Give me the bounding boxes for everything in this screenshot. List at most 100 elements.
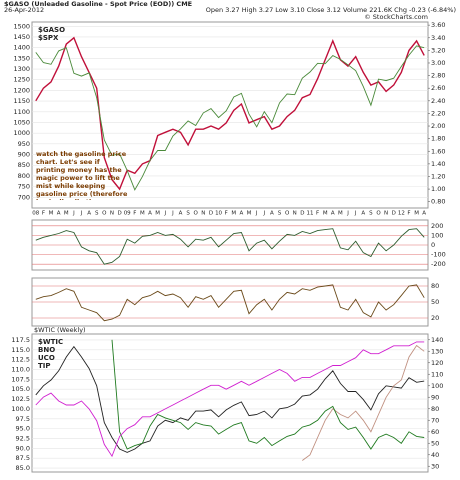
y2-tick-label: 2.00 — [431, 122, 445, 130]
y-tick-label: 85.0 — [16, 464, 30, 472]
y-tick-label: 105.0 — [11, 385, 30, 393]
y2-tick-label: 100 — [431, 382, 443, 390]
x-tick-label: M — [49, 211, 54, 217]
x-tick-label: M — [338, 211, 343, 217]
y-tick-label: 97.5 — [16, 415, 30, 423]
x-tick-label: J — [72, 211, 75, 217]
series-line — [35, 341, 425, 458]
y2-tick-label: 3.00 — [431, 59, 445, 67]
y-tick-label: 110.0 — [11, 365, 30, 373]
y-tick-label: 850 — [18, 161, 30, 169]
series-line — [111, 339, 425, 450]
x-tick-label: M — [155, 211, 160, 217]
legend-label: UCO — [38, 354, 55, 362]
x-tick-label: J — [255, 211, 258, 217]
y-tick-label: 102.5 — [11, 395, 30, 403]
x-tick-label: O — [285, 211, 290, 217]
legend-label: $WTIC — [38, 338, 63, 346]
y-tick-label: 950 — [18, 140, 30, 148]
y-tick-label: 117.5 — [11, 336, 30, 344]
y2-tick-label: 40 — [431, 451, 439, 459]
x-tick-label: D — [117, 211, 121, 217]
y-tick-label: 900 — [18, 151, 30, 159]
y-tick-label: 700 — [18, 193, 30, 201]
series-line — [35, 345, 425, 453]
y2-tick-label: 2.60 — [431, 84, 445, 92]
chart-title: $GASO (Unleaded Gasoline - Spot Price (E… — [4, 0, 192, 8]
y-tick-label: 1300 — [13, 65, 30, 73]
x-tick-label: M — [64, 211, 69, 217]
source: © StockCharts.com — [364, 13, 428, 21]
y2-tick-label: 3.40 — [431, 34, 445, 42]
x-tick-label: O — [376, 211, 381, 217]
x-tick-label: O — [102, 211, 107, 217]
x-tick-label: A — [361, 211, 365, 217]
legend-label: TIP — [38, 362, 51, 370]
y2-tick-label: 50 — [431, 439, 439, 447]
x-tick-label: N — [201, 211, 205, 217]
y-tick-label: 800 — [18, 172, 30, 180]
y-tick-label: 90.0 — [16, 444, 30, 452]
y2-tick-label: 3.20 — [431, 46, 445, 54]
y-tick-label: 1100 — [13, 108, 30, 116]
x-tick-label: A — [240, 211, 244, 217]
y-tick-label: 95.0 — [16, 425, 30, 433]
y-tick-label: 1450 — [13, 33, 30, 41]
x-tick-label: M — [247, 211, 252, 217]
x-tick-label: J — [163, 211, 166, 217]
x-tick-label: F — [316, 211, 319, 217]
x-tick-label: S — [95, 211, 99, 217]
x-tick-label: N — [110, 211, 114, 217]
x-tick-label: F — [225, 211, 228, 217]
x-tick-label: J — [171, 211, 174, 217]
y2-tick-label: 2.20 — [431, 109, 445, 117]
y-tick-label: 1250 — [13, 76, 30, 84]
x-tick-label: A — [331, 211, 335, 217]
series-line — [35, 45, 425, 191]
y-tick-label: 1400 — [13, 44, 30, 52]
x-tick-label: D — [300, 211, 304, 217]
x-tick-label: J — [354, 211, 357, 217]
x-tick-label: O — [194, 211, 199, 217]
x-tick-label: S — [278, 211, 282, 217]
y2-tick-label: 60 — [431, 428, 439, 436]
series-line — [35, 36, 425, 191]
date: 26-Apr-2012 — [4, 6, 44, 14]
y-tick-label: 80 — [431, 282, 439, 290]
y2-tick-label: 90 — [431, 393, 439, 401]
panel-frame — [31, 21, 429, 209]
y-tick-label: -200 — [431, 260, 446, 268]
annotation-box: watch the gasoline price chart. Let's se… — [36, 150, 127, 200]
x-tick-label: S — [369, 211, 373, 217]
x-tick-label: J — [262, 211, 265, 217]
legend-label: $SPX — [38, 34, 59, 42]
x-tick-label: N — [384, 211, 388, 217]
x-tick-label: F — [407, 211, 410, 217]
x-tick-label: A — [87, 211, 91, 217]
x-tick-label: 09 — [124, 211, 131, 217]
y-tick-label: 1000 — [13, 129, 30, 137]
y-tick-label: 1200 — [13, 86, 30, 94]
x-tick-label: 12 — [398, 211, 405, 217]
x-tick-label: M — [323, 211, 328, 217]
x-tick-label: F — [42, 211, 45, 217]
y-tick-label: 750 — [18, 183, 30, 191]
x-tick-label: M — [231, 211, 236, 217]
y2-tick-label: 3.60 — [431, 21, 445, 29]
x-tick-label: A — [57, 211, 61, 217]
panel-frame — [31, 333, 429, 473]
y-tick-label: 20 — [431, 314, 439, 322]
y-tick-label: 100 — [431, 231, 443, 239]
y2-tick-label: 1.40 — [431, 160, 445, 168]
y-tick-label: -100 — [431, 251, 446, 259]
x-tick-label: A — [422, 211, 426, 217]
x-tick-label: M — [140, 211, 145, 217]
y2-tick-label: 30 — [431, 462, 439, 470]
y-tick-label: 112.5 — [11, 356, 30, 364]
y-tick-label: 0 — [431, 241, 435, 249]
x-tick-label: 08 — [32, 211, 39, 217]
y2-tick-label: 1.80 — [431, 135, 445, 143]
y-tick-label: 107.5 — [11, 375, 30, 383]
y-tick-label: 87.5 — [16, 454, 30, 462]
x-tick-label: A — [179, 211, 183, 217]
